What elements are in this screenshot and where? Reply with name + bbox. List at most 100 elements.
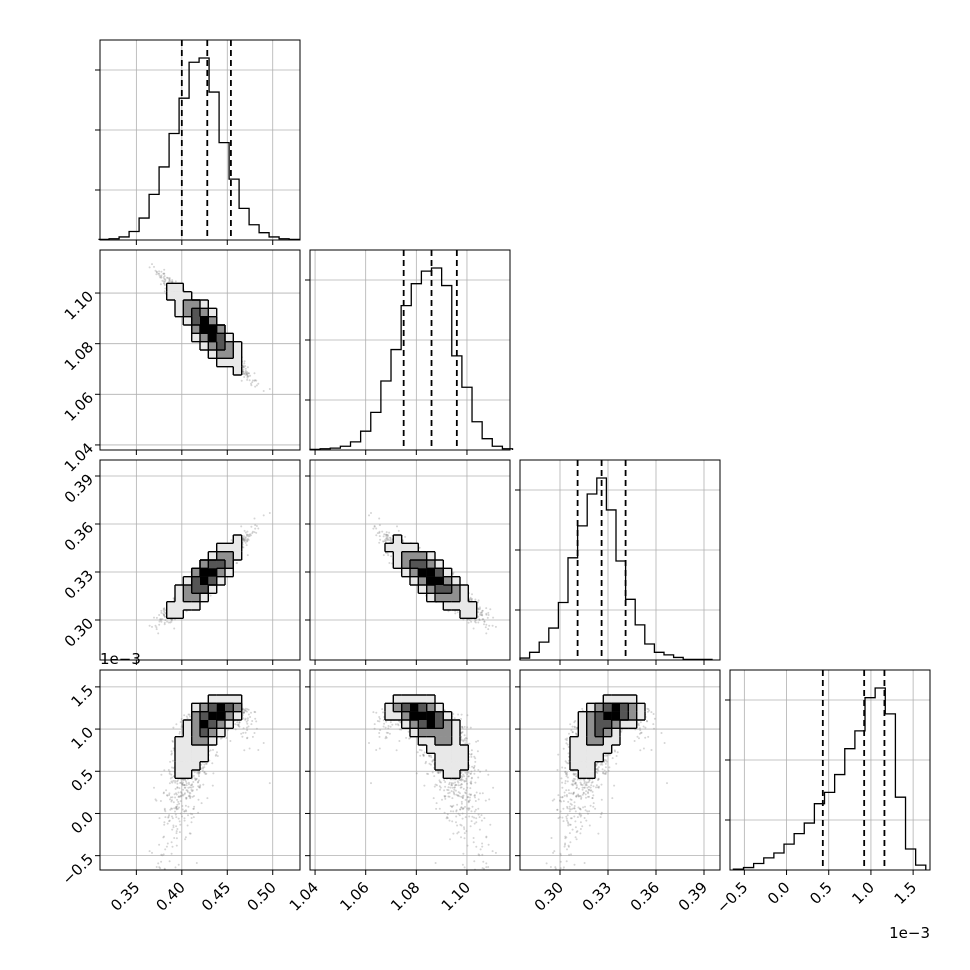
sample-point xyxy=(159,283,162,286)
density-cell xyxy=(208,350,217,359)
density-cell xyxy=(225,341,234,351)
panel-frame xyxy=(519,459,721,661)
density-cell xyxy=(225,350,234,359)
sample-point xyxy=(235,562,238,565)
sample-point xyxy=(167,280,170,283)
density-cell xyxy=(208,341,217,351)
density-cell xyxy=(233,366,242,376)
sample-point xyxy=(169,280,171,283)
sample-point xyxy=(236,562,239,564)
sample-point xyxy=(244,373,247,376)
sample-point xyxy=(243,360,246,363)
sample-point xyxy=(162,276,165,279)
histogram-3 xyxy=(732,687,927,870)
sample-point xyxy=(171,279,174,282)
sample-point xyxy=(155,273,158,276)
density-cell xyxy=(183,308,192,317)
panel-frame xyxy=(99,39,301,241)
sample-point xyxy=(247,372,250,375)
sample-point xyxy=(246,376,249,379)
density-cell xyxy=(200,325,209,334)
density-cell xyxy=(216,350,226,359)
density-cell xyxy=(175,308,184,317)
sample-point xyxy=(170,620,173,623)
sample-point xyxy=(242,372,245,375)
sample-point xyxy=(160,620,163,623)
density-cell xyxy=(216,333,226,342)
density-cell xyxy=(191,333,201,342)
sample-point xyxy=(162,614,165,617)
sample-point xyxy=(164,619,167,622)
sample-point xyxy=(154,269,157,272)
sample-point xyxy=(244,536,247,539)
density-cell xyxy=(200,300,209,309)
sample-point xyxy=(251,381,254,384)
sample-point xyxy=(250,384,253,387)
sample-point xyxy=(164,609,167,612)
sample-point xyxy=(268,388,271,390)
sample-point xyxy=(247,535,250,538)
sample-point xyxy=(160,611,163,614)
sample-point xyxy=(246,534,248,537)
sample-point xyxy=(254,385,257,388)
sample-point xyxy=(246,530,249,533)
sample-point xyxy=(173,627,176,630)
sample-point xyxy=(170,618,173,621)
sample-point xyxy=(153,616,155,619)
sample-point xyxy=(154,624,157,627)
sample-point xyxy=(243,529,246,532)
sample-point xyxy=(160,618,163,621)
sample-point xyxy=(242,536,245,539)
sample-point xyxy=(244,537,247,540)
density-cell xyxy=(175,283,184,292)
sample-point xyxy=(244,371,247,374)
sample-point xyxy=(171,281,174,283)
sample-point xyxy=(244,372,247,375)
x-tick-label: 0.5 xyxy=(806,878,836,908)
density-cell xyxy=(166,291,176,301)
sample-point xyxy=(160,274,163,277)
sample-point xyxy=(162,612,165,615)
sample-point xyxy=(251,379,254,382)
density-cell xyxy=(175,291,184,301)
sample-point xyxy=(249,374,252,377)
sample-point xyxy=(151,263,153,266)
sample-point xyxy=(247,372,250,375)
sample-point xyxy=(246,375,249,378)
sample-point xyxy=(164,612,167,614)
sample-point xyxy=(165,276,168,279)
density-cell xyxy=(216,358,226,367)
sample-point xyxy=(163,621,166,624)
sample-point xyxy=(246,374,249,377)
histogram-1 xyxy=(309,267,514,451)
sample-point xyxy=(174,280,177,283)
sample-point xyxy=(166,620,169,623)
density-cell xyxy=(225,358,234,367)
sample-point xyxy=(245,373,248,376)
density-cell xyxy=(216,325,226,334)
sample-point xyxy=(172,597,175,600)
sample-point xyxy=(246,371,248,373)
sample-point xyxy=(160,276,163,279)
sample-point xyxy=(166,276,169,279)
density-cell xyxy=(233,358,242,367)
density-cell xyxy=(191,316,201,326)
sample-point xyxy=(161,279,164,282)
sample-point xyxy=(268,512,271,514)
sample-point xyxy=(163,268,166,271)
x-tick-label: 0.0 xyxy=(764,878,794,908)
sample-point xyxy=(168,279,171,281)
sample-point xyxy=(167,621,170,624)
sample-point xyxy=(242,364,245,367)
sample-point xyxy=(244,367,247,370)
sample-point xyxy=(244,538,247,541)
sample-point xyxy=(163,282,166,285)
density-cell xyxy=(183,316,192,326)
sample-point xyxy=(158,620,161,623)
sample-point xyxy=(148,624,151,627)
density-cell xyxy=(208,333,217,342)
x-tick-label: 1.5 xyxy=(891,878,921,908)
sample-point xyxy=(246,378,249,381)
y-tick-label: 1.08 xyxy=(61,338,97,374)
